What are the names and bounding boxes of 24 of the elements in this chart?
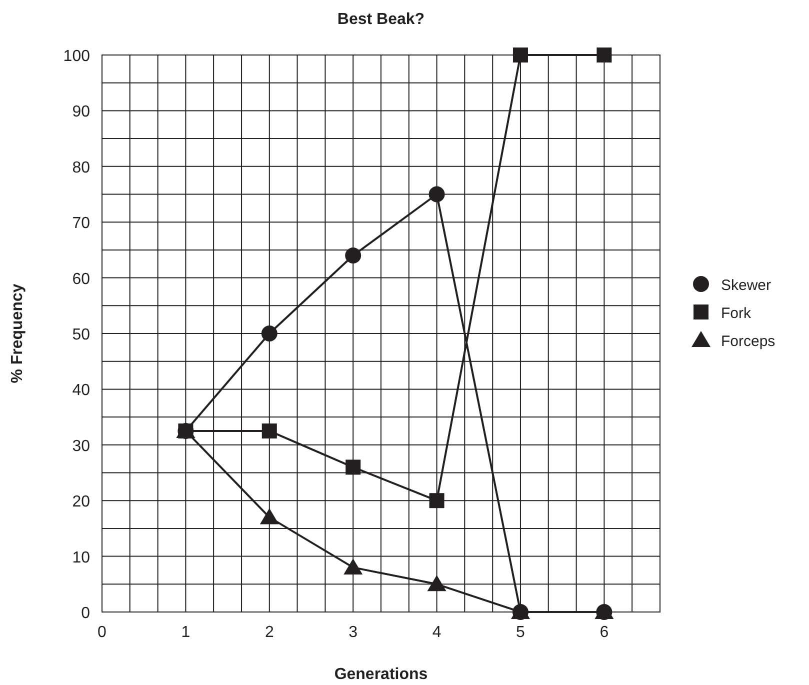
- legend-label: Forceps: [721, 333, 776, 350]
- y-tick-label: 20: [72, 494, 90, 511]
- y-tick-label: 60: [72, 270, 90, 288]
- x-tick-label: 1: [181, 624, 190, 641]
- y-tick-label: 40: [72, 382, 90, 400]
- x-axis-title: Generations: [334, 666, 428, 683]
- legend-label: Fork: [721, 305, 752, 322]
- y-tick-label: 50: [72, 326, 90, 344]
- y-tick-label: 30: [72, 438, 90, 455]
- legend-label: Skewer: [721, 277, 772, 294]
- y-tick-label: 90: [72, 104, 90, 121]
- x-tick-label: 5: [516, 624, 526, 641]
- y-tick-label: 0: [81, 605, 90, 622]
- y-axis-title: % Frequency: [9, 284, 26, 384]
- chart-title: Best Beak?: [337, 11, 425, 28]
- y-tick-label: 100: [63, 48, 90, 65]
- x-tick-label: 3: [348, 624, 358, 641]
- x-tick-label: 2: [264, 624, 274, 641]
- y-tick-label: 70: [72, 215, 90, 232]
- y-tick-label: 80: [72, 159, 90, 176]
- x-tick-label: 6: [600, 624, 609, 641]
- x-tick-label: 4: [432, 624, 442, 641]
- y-tick-label: 10: [72, 549, 90, 566]
- x-tick-label: 0: [98, 624, 107, 641]
